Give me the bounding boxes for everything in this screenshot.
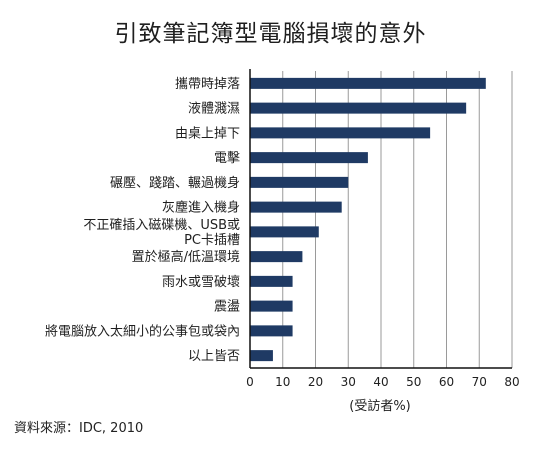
bar <box>250 275 293 287</box>
x-tick-label: 0 <box>246 375 254 389</box>
bar <box>250 152 368 164</box>
bar <box>250 127 431 139</box>
category-label: 以上皆否 <box>188 349 240 364</box>
category-labels: 攜帶時掉落液體濺濕由桌上掉下電擊碾壓、踐踏、輾過機身灰塵進入機身不正確插入磁碟機… <box>45 77 240 364</box>
category-label: 將電腦放入太細小的公事包或袋內 <box>45 323 240 339</box>
category-label: PC卡插槽 <box>184 233 240 248</box>
category-label: 攜帶時掉落 <box>175 77 240 92</box>
x-tick-label: 10 <box>275 375 290 389</box>
bar <box>250 176 349 188</box>
axes <box>249 69 512 369</box>
x-tick-label: 20 <box>308 375 323 389</box>
category-label: 灰塵進入機身 <box>162 200 240 216</box>
bars <box>250 77 486 362</box>
x-tick-label: 70 <box>472 375 487 389</box>
bar <box>250 102 467 114</box>
bar <box>250 300 293 312</box>
x-tick-label: 30 <box>341 375 356 389</box>
category-label: 碾壓、踐踏、輾過機身 <box>110 175 240 191</box>
category-label: 不正確插入磁碟機、USB或 <box>83 217 240 233</box>
category-label: 震盪 <box>214 300 240 315</box>
category-label: 由桌上掉下 <box>175 126 240 141</box>
x-axis-label: (受訪者%) <box>349 398 411 414</box>
x-tick-label: 50 <box>406 375 421 389</box>
x-tick-labels: 0 10 20 30 40 50 60 70 80 <box>246 375 519 389</box>
source-note: 資料來源：IDC, 2010 <box>14 421 144 436</box>
category-label: 液體濺濕 <box>188 101 240 117</box>
x-tick-label: 80 <box>504 375 519 389</box>
chart-title: 引致筆記簿型電腦損壞的意外 <box>114 21 427 47</box>
category-label: 置於極高/低溫環境 <box>132 249 240 265</box>
x-tick-label: 60 <box>439 375 454 389</box>
bar <box>250 77 486 89</box>
bar <box>250 201 342 213</box>
bar <box>250 251 303 263</box>
bar <box>250 350 273 362</box>
bar <box>250 325 293 337</box>
x-tick-label: 40 <box>373 375 388 389</box>
category-label: 雨水或雪破壞 <box>162 275 240 290</box>
gridlines <box>282 71 513 368</box>
bar <box>250 226 319 238</box>
category-label: 電擊 <box>214 150 240 166</box>
